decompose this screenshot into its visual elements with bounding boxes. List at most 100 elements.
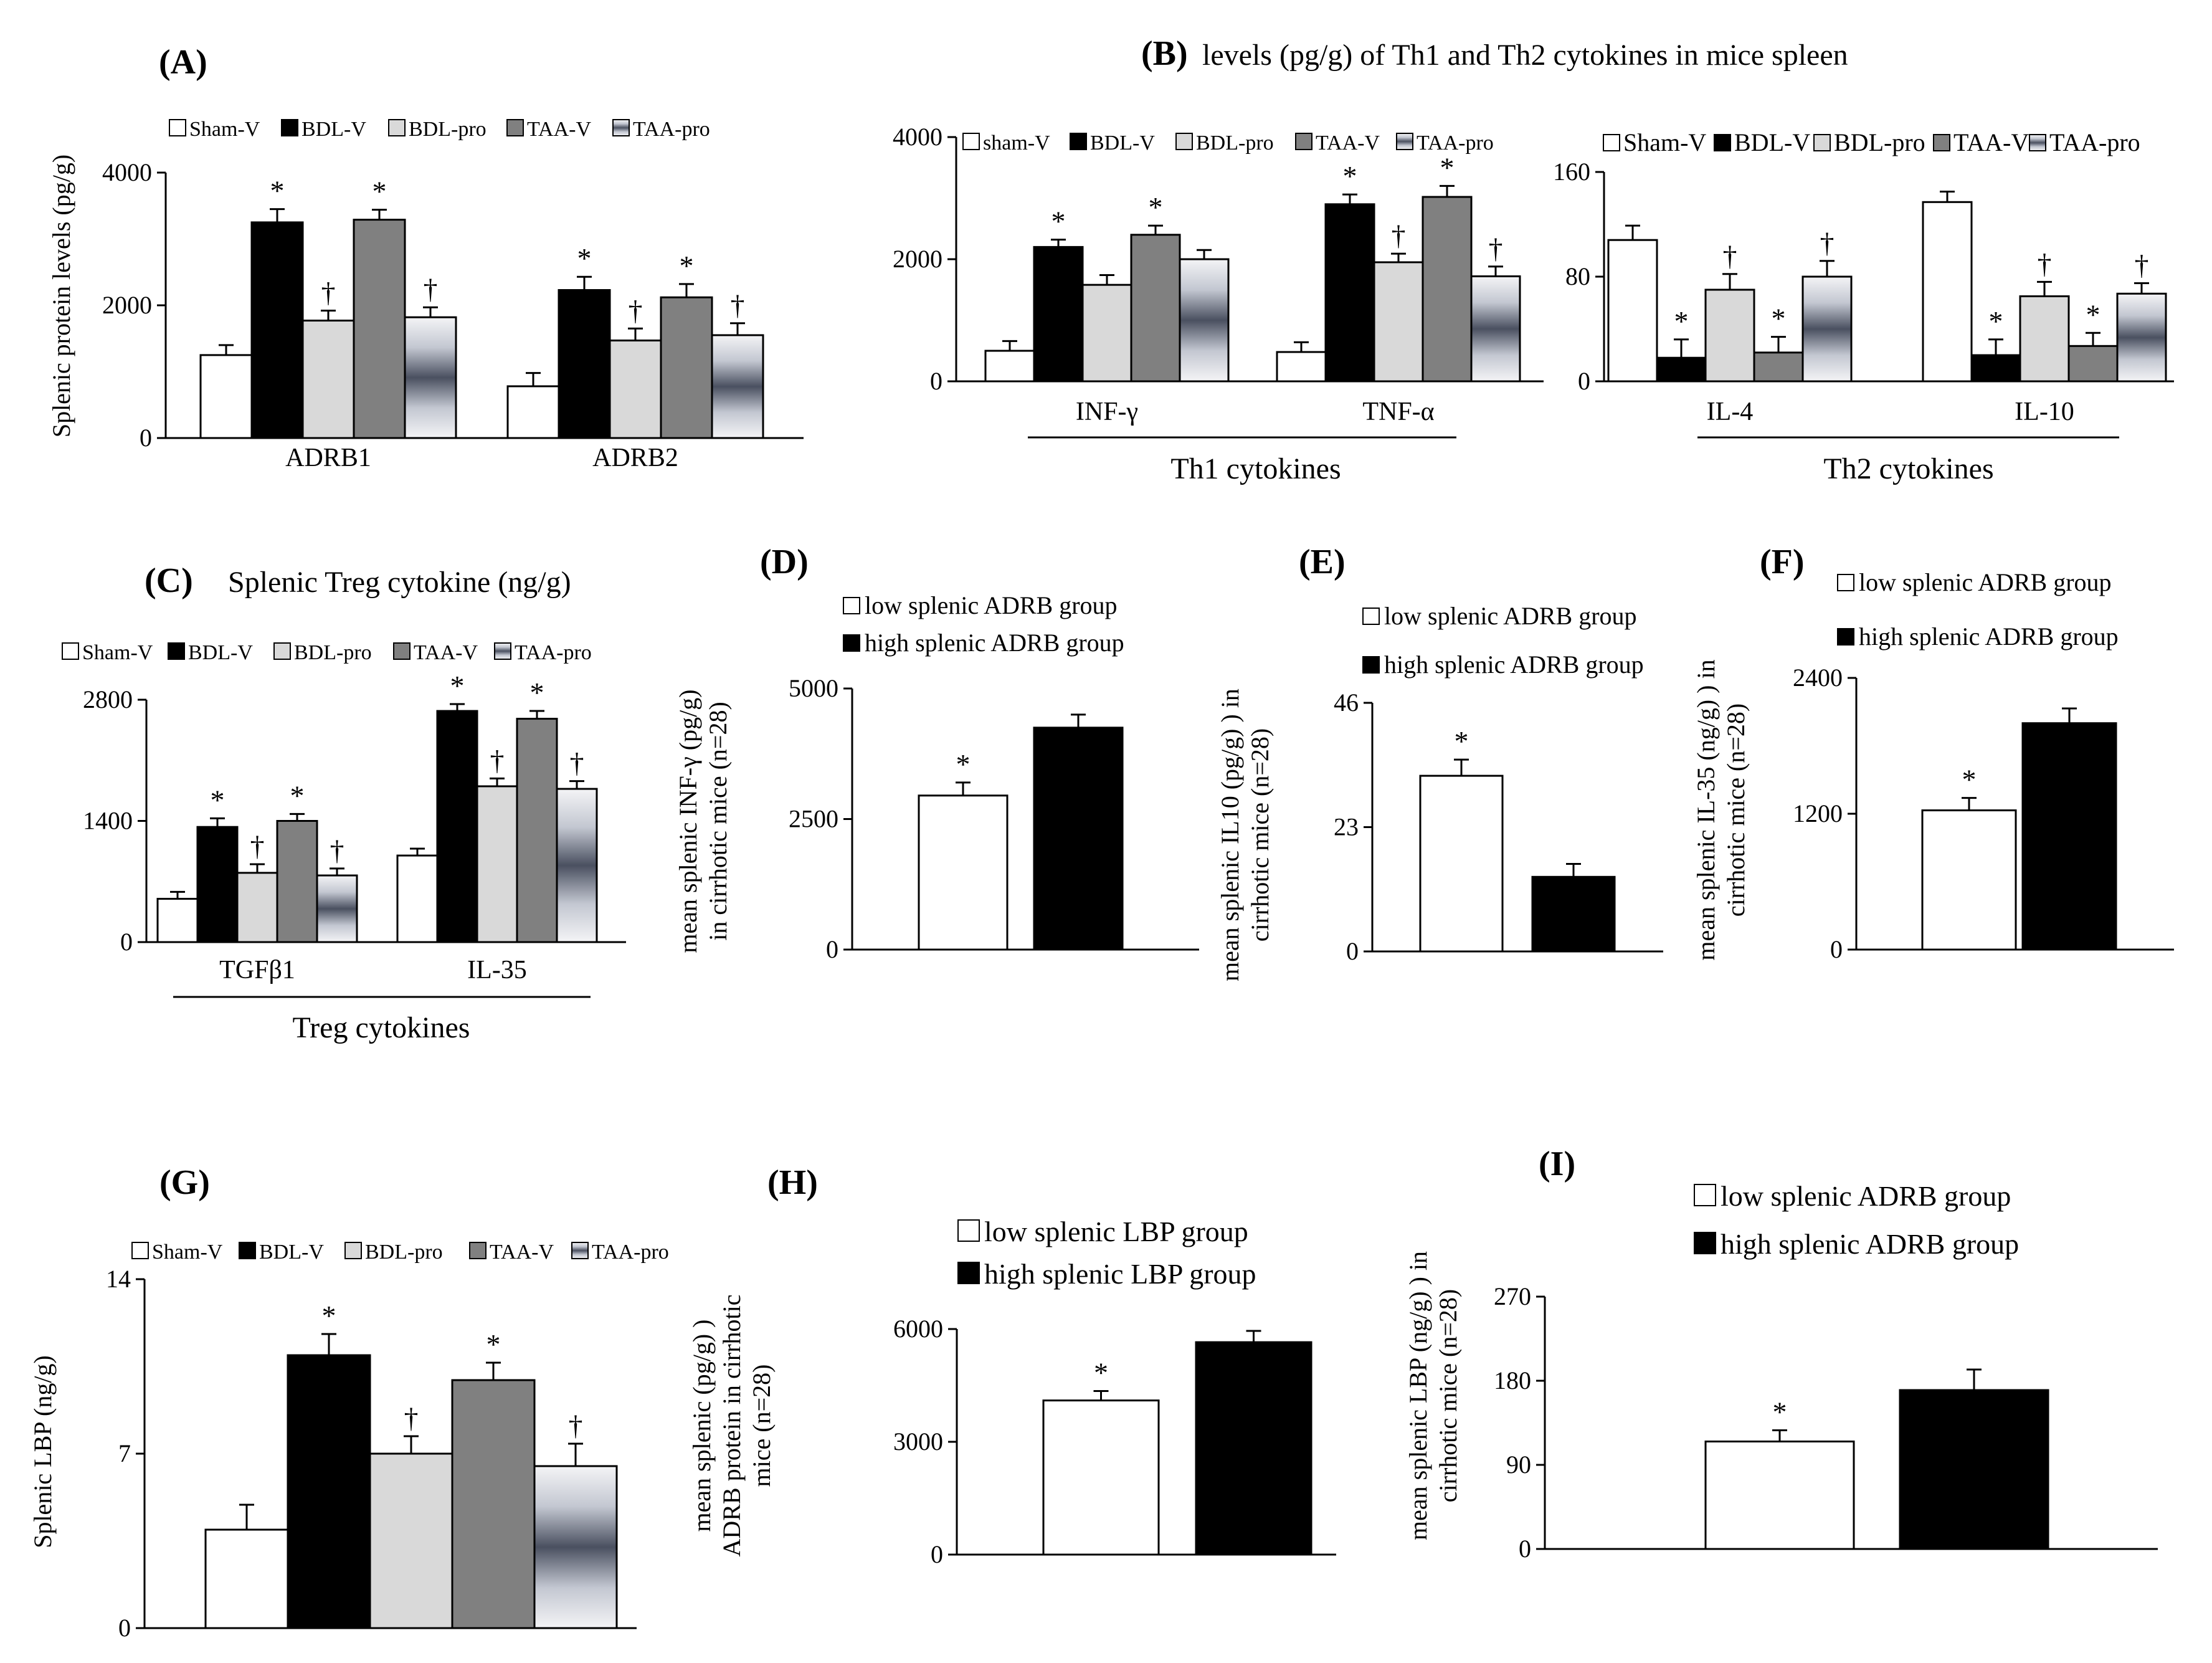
y-tick-label: 0: [826, 935, 838, 963]
significance-asterisk: *: [1440, 151, 1455, 183]
bar: [1753, 351, 1804, 383]
y-tick-label: 0: [1519, 1535, 1531, 1563]
panel-label: (A): [159, 43, 207, 82]
bar: [287, 1354, 371, 1629]
y-axis-label: Splenic protein levels (pg/g): [47, 155, 75, 437]
category-label: INF-γ: [1076, 398, 1138, 426]
y-tick-label: 3000: [893, 1427, 943, 1456]
bar: [476, 785, 518, 943]
legend-swatch: [393, 642, 411, 660]
legend-label: high splenic ADRB group: [865, 629, 1124, 657]
legend-label: BDL-pro: [409, 118, 487, 141]
legend-swatch: [131, 1242, 149, 1259]
significance-asterisk: *: [1149, 191, 1163, 223]
significance-dagger: †: [629, 294, 643, 326]
significance-dagger: †: [1489, 232, 1503, 264]
y-axis-label: Splenic LBP (ng/g): [29, 1355, 57, 1548]
panel-label: (C): [145, 561, 193, 600]
significance-dagger: †: [490, 744, 505, 776]
y-axis-label: cirrhotic mice (n=28): [1246, 728, 1274, 941]
group-label: Th1 cytokines: [1170, 452, 1341, 485]
legend-swatch: [239, 1242, 256, 1259]
panel-label: (I): [1539, 1145, 1575, 1183]
bar: [984, 350, 1035, 383]
y-tick-label: 0: [931, 1540, 943, 1568]
significance-dagger: †: [1392, 219, 1406, 251]
legend-swatch: [506, 119, 524, 136]
bar: [353, 219, 406, 439]
y-tick-label: 1400: [83, 807, 133, 835]
bar: [2067, 345, 2119, 383]
significance-asterisk: *: [680, 250, 694, 282]
category-label: ADRB1: [285, 444, 371, 472]
legend-swatch: [344, 1242, 362, 1259]
significance-dagger: †: [1723, 240, 1737, 272]
significance-dagger: †: [404, 1402, 419, 1434]
legend-label: BDL-pro: [365, 1241, 443, 1264]
bar: [1324, 203, 1375, 383]
bar: [396, 854, 439, 943]
bar: [301, 319, 355, 439]
significance-dagger: †: [250, 830, 265, 862]
significance-dagger: †: [1820, 227, 1835, 259]
bar: [1033, 727, 1124, 951]
bar: [1922, 201, 1973, 383]
legend-swatch: [843, 597, 860, 614]
bar: [1179, 258, 1230, 383]
significance-dagger: †: [731, 289, 745, 321]
legend-label: TAA-pro: [1417, 131, 1494, 155]
panel-label: (H): [767, 1163, 818, 1202]
legend-swatch: [273, 642, 291, 660]
y-tick-label: 6000: [893, 1315, 943, 1343]
significance-dagger: †: [2038, 247, 2052, 279]
significance-asterisk: *: [322, 1300, 336, 1332]
bar: [1373, 261, 1424, 383]
legend-swatch: [168, 642, 185, 660]
bar: [436, 710, 478, 943]
y-tick-label: 0: [118, 1614, 131, 1642]
legend-label: BDL-V: [1734, 128, 1810, 156]
panel-label: (F): [1760, 543, 1805, 581]
bar: [1276, 351, 1327, 383]
bar: [404, 316, 457, 439]
bar: [1130, 234, 1181, 383]
bar: [1422, 196, 1473, 383]
bar: [1921, 809, 2017, 951]
significance-asterisk: *: [1989, 305, 2003, 337]
bar: [236, 872, 278, 943]
bar: [533, 1465, 618, 1629]
bar: [369, 1452, 453, 1629]
y-tick-label: 2000: [893, 245, 942, 273]
bar: [204, 1528, 289, 1629]
significance-asterisk: *: [270, 175, 285, 207]
legend-swatch: [1396, 133, 1413, 150]
legend-label: high splenic ADRB group: [1859, 622, 2119, 650]
legend-label: TAA-pro: [633, 118, 710, 141]
legend-label: high splenic LBP group: [984, 1258, 1256, 1290]
significance-dagger: †: [570, 747, 584, 779]
group-label: Th2 cytokines: [1823, 452, 1993, 485]
legend-swatch: [1175, 133, 1193, 150]
category-label: ADRB2: [592, 444, 678, 472]
y-tick-label: 90: [1506, 1451, 1531, 1479]
legend-label: TAA-V: [1953, 128, 2029, 156]
y-axis-label: mean splenic (pg/g) ): [688, 1320, 716, 1532]
legend-swatch: [494, 642, 511, 660]
bar: [199, 354, 253, 439]
bar: [250, 221, 304, 439]
bar: [196, 826, 239, 943]
legend-label: BDL-pro: [1834, 128, 1925, 156]
bar: [1419, 774, 1504, 953]
significance-dagger: †: [2135, 249, 2149, 281]
category-label: IL-10: [2015, 398, 2074, 426]
legend-label: BDL-pro: [294, 641, 372, 664]
y-tick-label: 0: [140, 424, 152, 452]
y-tick-label: 270: [1494, 1282, 1531, 1310]
y-tick-label: 1200: [1793, 799, 1843, 827]
y-tick-label: 2400: [1793, 664, 1843, 692]
legend-swatch: [388, 119, 406, 136]
bar: [1081, 284, 1132, 383]
bar: [1607, 239, 1658, 383]
bar: [918, 794, 1009, 951]
